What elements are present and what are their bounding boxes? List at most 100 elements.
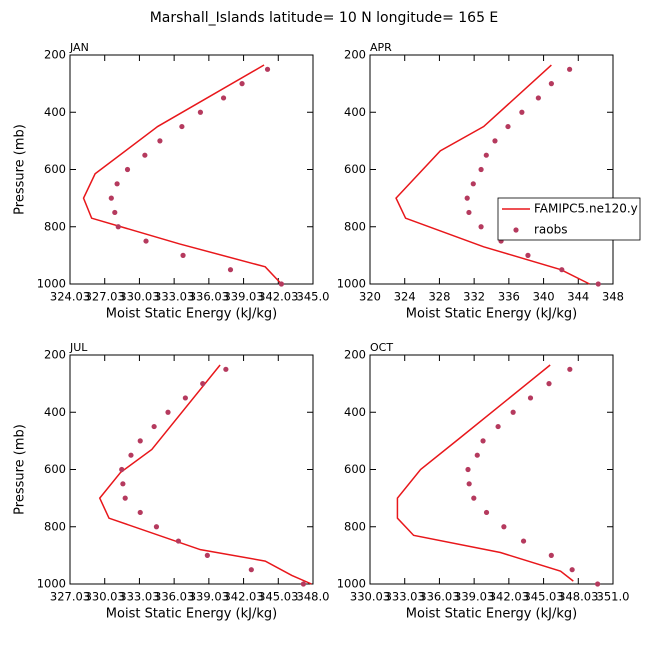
obs-point [197, 109, 204, 115]
x-tick-label: 333.03 [119, 590, 159, 604]
obs-point [559, 267, 565, 273]
y-tick-label: 800 [344, 519, 366, 533]
x-tick-label: 348.0 [297, 590, 330, 604]
obs-point [505, 123, 511, 130]
obs-point [470, 181, 476, 187]
x-tick-label: 324.03 [50, 290, 90, 304]
y-tick-label: 400 [344, 105, 366, 119]
obs-point [546, 381, 552, 387]
obs-point [525, 252, 531, 258]
legend-label: raobs [534, 223, 568, 237]
x-tick-label: 330.03 [350, 590, 390, 604]
x-axis-label: Moist Static Energy (kJ/kg) [406, 607, 577, 622]
obs-point [128, 452, 134, 458]
panel-label: OCT [370, 341, 393, 354]
obs-point [480, 438, 486, 444]
x-tick-label: 333.03 [385, 590, 425, 604]
obs-point [478, 224, 484, 230]
y-axis-label: Pressure (mb) [13, 424, 28, 515]
obs-point [142, 152, 148, 158]
obs-point [510, 409, 516, 415]
panel-label: APR [370, 41, 392, 54]
obs-point [548, 552, 554, 558]
obs-point [278, 281, 285, 287]
y-tick-label: 1000 [337, 277, 366, 291]
obs-point [165, 409, 171, 415]
x-tick-label: 345.03 [258, 590, 298, 604]
obs-point [548, 81, 554, 87]
obs-point [182, 395, 188, 401]
obs-point [151, 423, 157, 430]
obs-point [137, 438, 143, 444]
obs-point [248, 567, 254, 573]
y-tick-label: 600 [344, 162, 366, 176]
obs-point [595, 581, 601, 587]
obs-point [465, 466, 471, 473]
legend-marker [513, 227, 519, 233]
obs-point [153, 524, 160, 530]
legend-label: FAMIPC5.ne120.y [534, 202, 638, 216]
y-tick-label: 600 [344, 462, 366, 476]
obs-point [124, 166, 131, 173]
profile-line [98, 364, 312, 585]
obs-point [567, 66, 573, 72]
y-tick-label: 800 [44, 519, 66, 533]
y-tick-label: 400 [44, 405, 66, 419]
plot-frame [369, 354, 614, 585]
obs-point [501, 524, 507, 530]
obs-point [143, 238, 149, 244]
y-tick-label: 200 [344, 48, 366, 62]
obs-point [175, 538, 182, 544]
obs-point [114, 181, 120, 187]
profile-line [395, 64, 590, 285]
y-tick-label: 800 [44, 219, 66, 233]
y-tick-label: 600 [44, 462, 66, 476]
x-tick-label: 342.03 [489, 590, 529, 604]
panel-label: JAN [69, 41, 89, 54]
obs-point [115, 224, 121, 230]
obs-point [569, 567, 575, 573]
y-axis-label: Pressure (mb) [13, 124, 28, 215]
x-tick-label: 336.03 [419, 590, 459, 604]
x-tick-label: 345.0 [297, 290, 330, 304]
obs-point [483, 152, 489, 158]
obs-point [527, 395, 534, 401]
x-tick-label: 348 [602, 290, 624, 304]
obs-point [478, 166, 484, 173]
y-tick-label: 800 [344, 219, 366, 233]
obs-point [474, 452, 480, 458]
x-tick-label: 348.03 [558, 590, 598, 604]
x-axis-label: Moist Static Energy (kJ/kg) [106, 307, 277, 322]
y-tick-label: 200 [44, 48, 66, 62]
obs-point [595, 281, 601, 287]
x-tick-label: 340 [533, 290, 555, 304]
x-tick-label: 339.03 [454, 590, 494, 604]
x-tick-label: 336 [498, 290, 520, 304]
x-tick-label: 330.03 [119, 290, 159, 304]
figure-title: Marshall_Islands latitude= 10 N longitud… [150, 10, 499, 26]
profile-line [82, 64, 282, 285]
panel-label: JUL [69, 341, 88, 354]
x-tick-label: 327.03 [50, 590, 90, 604]
obs-point [137, 509, 143, 516]
obs-point [264, 66, 271, 72]
obs-point [112, 209, 118, 216]
x-tick-label: 328 [428, 290, 450, 304]
y-tick-label: 400 [344, 405, 366, 419]
x-tick-label: 339.03 [189, 590, 229, 604]
obs-point [471, 495, 477, 501]
obs-point [520, 538, 527, 544]
y-tick-label: 1000 [37, 277, 66, 291]
obs-point [122, 495, 128, 501]
obs-point [108, 195, 114, 201]
x-axis-label: Moist Static Energy (kJ/kg) [406, 307, 577, 322]
x-tick-label: 330.03 [85, 590, 125, 604]
x-tick-label: 336.03 [189, 290, 229, 304]
obs-point [119, 466, 125, 473]
obs-point [157, 138, 163, 144]
obs-point [200, 381, 206, 387]
obs-point [483, 509, 490, 516]
obs-point [492, 138, 498, 144]
